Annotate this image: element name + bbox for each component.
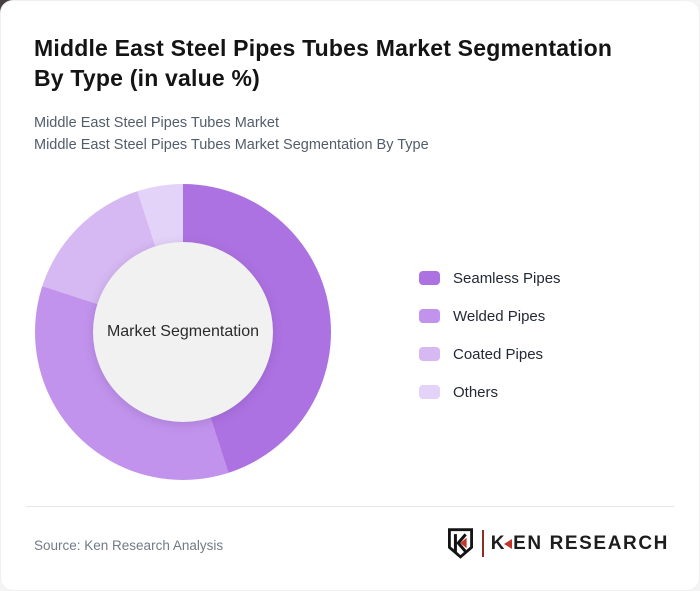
- logo-red-triangle-icon: [504, 538, 513, 549]
- ken-research-logo: K EN RESEARCH: [447, 528, 669, 559]
- logo-wordmark: K EN RESEARCH: [491, 533, 669, 555]
- page-title-line1: Middle East Steel Pipes Tubes Market Seg…: [34, 35, 613, 61]
- logo-wordmark-rest: EN RESEARCH: [513, 532, 669, 554]
- legend-item-welded-pipes: Welded Pipes: [419, 297, 561, 335]
- legend-item-seamless-pipes: Seamless Pipes: [419, 259, 561, 297]
- legend-swatch-welded-pipes: [419, 309, 440, 323]
- legend-item-coated-pipes: Coated Pipes: [419, 335, 561, 373]
- legend-swatch-others: [419, 385, 440, 399]
- legend-label: Welded Pipes: [453, 307, 546, 325]
- legend-label: Coated Pipes: [453, 345, 544, 363]
- legend-item-others: Others: [419, 373, 561, 411]
- page-title-line2: By Type (in value %): [34, 65, 260, 91]
- subtitle-line2: Middle East Steel Pipes Tubes Market Seg…: [34, 136, 429, 153]
- donut-hole: Market Segmentation: [93, 242, 273, 422]
- footer-divider: [26, 506, 674, 507]
- logo-wordmark-k: K: [490, 532, 507, 554]
- page-title: Middle East Steel Pipes Tubes Market Seg…: [34, 33, 612, 93]
- legend-swatch-seamless-pipes: [419, 271, 440, 285]
- subtitle: Middle East Steel Pipes Tubes Market Mid…: [34, 113, 429, 156]
- source-note: Source: Ken Research Analysis: [34, 538, 224, 553]
- legend-label: Seamless Pipes: [453, 269, 561, 287]
- donut-chart: Market Segmentation: [35, 184, 331, 480]
- subtitle-line1: Middle East Steel Pipes Tubes Market: [34, 115, 280, 131]
- legend-label: Others: [453, 383, 499, 401]
- chart-legend: Seamless Pipes Welded Pipes Coated Pipes…: [419, 259, 561, 411]
- legend-swatch-coated-pipes: [419, 347, 440, 361]
- logo-divider-bar: [481, 530, 484, 557]
- donut-center-label: Market Segmentation: [106, 323, 260, 340]
- ken-research-shield-icon: [447, 528, 473, 559]
